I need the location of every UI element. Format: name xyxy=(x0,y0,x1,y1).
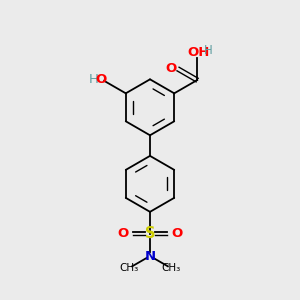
Text: O: O xyxy=(165,61,176,75)
Text: H: H xyxy=(89,74,99,86)
Text: O: O xyxy=(95,74,107,86)
Text: N: N xyxy=(144,250,156,262)
Text: O: O xyxy=(172,227,183,240)
Text: S: S xyxy=(145,226,155,242)
Text: O: O xyxy=(117,227,128,240)
Text: H: H xyxy=(204,44,213,56)
Text: CH₃: CH₃ xyxy=(119,263,139,273)
Text: OH: OH xyxy=(188,46,210,59)
Text: CH₃: CH₃ xyxy=(161,263,181,273)
